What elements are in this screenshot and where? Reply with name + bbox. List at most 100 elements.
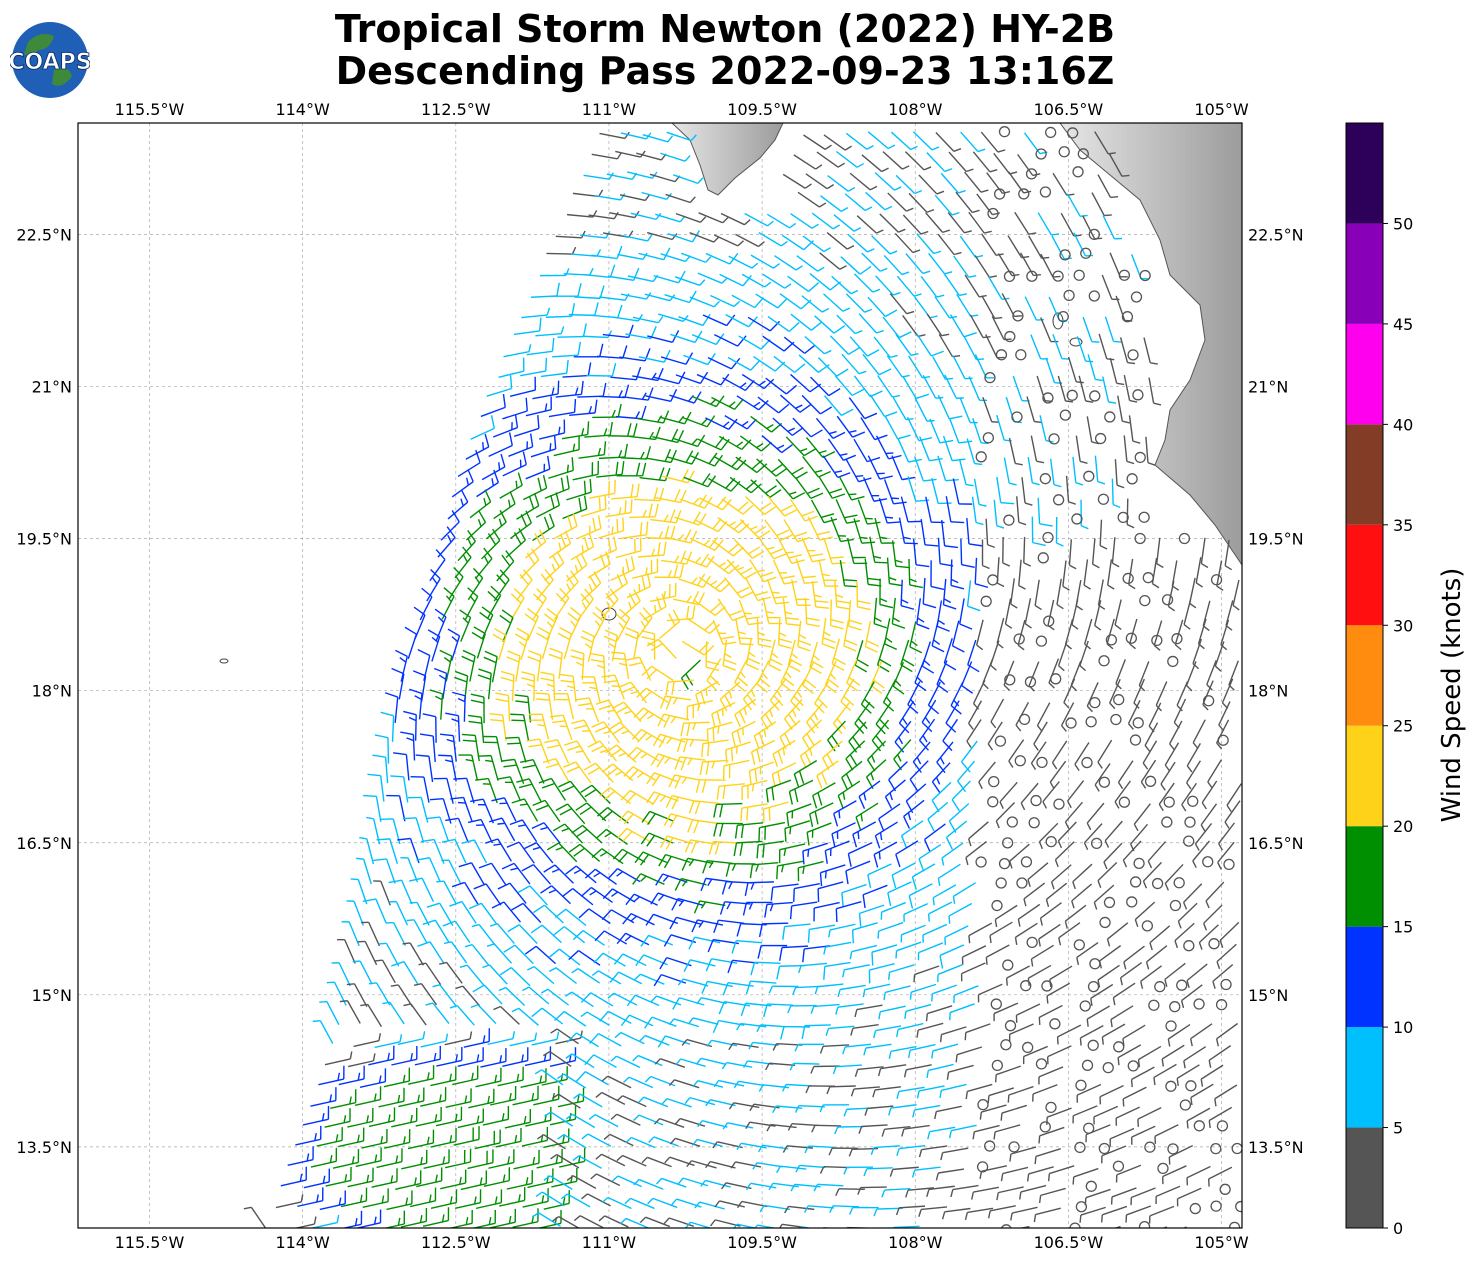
wind-barb: [445, 712, 461, 742]
wind-barb: [1049, 965, 1073, 988]
wind-barb: [937, 964, 963, 983]
wind-barb: [1186, 1165, 1211, 1186]
wind-barb: [675, 1058, 706, 1068]
wind-barb: [1118, 796, 1131, 808]
lon-tick-label-top: 114°W: [275, 100, 330, 119]
wind-barb: [869, 536, 889, 564]
wind-barb: [974, 354, 995, 379]
wind-barb: [1219, 921, 1240, 948]
wind-barb: [475, 777, 498, 804]
wind-barb: [870, 661, 885, 694]
wind-barb: [423, 1149, 450, 1170]
wind-barb: [442, 920, 471, 944]
wind-barb: [1185, 1080, 1197, 1092]
wind-barb: [1130, 291, 1143, 303]
wind-barb: [918, 1206, 948, 1217]
wind-barb: [939, 944, 965, 969]
wind-barb: [796, 255, 825, 272]
wind-barb: [663, 934, 697, 947]
wind-barb: [441, 838, 467, 864]
wind-barb: [728, 255, 759, 269]
wind-barb: [719, 681, 741, 712]
wind-barb: [934, 296, 958, 319]
wind-barb: [461, 839, 488, 864]
wind-barb: [445, 1088, 472, 1109]
wind-barb: [891, 455, 916, 481]
wind-barb: [580, 676, 601, 703]
wind-barb: [1057, 310, 1069, 323]
wind-barb: [835, 499, 860, 524]
wind-barb: [955, 1046, 983, 1063]
wind-barb: [552, 1216, 581, 1228]
wind-barb: [799, 739, 822, 769]
wind-barb: [415, 754, 434, 783]
wind-barb: [738, 599, 762, 626]
wind-barb: [368, 1045, 395, 1066]
wind-barb: [993, 1002, 1019, 1022]
wind-barb: [784, 820, 810, 842]
wind-barb: [427, 629, 441, 662]
wind-barb: [524, 945, 557, 965]
wind-barb: [1007, 235, 1030, 259]
wind-barb: [548, 948, 581, 966]
wind-barb: [520, 357, 548, 377]
wind-barb: [968, 922, 993, 944]
wind-barb: [591, 970, 622, 985]
wind-barb: [584, 868, 617, 885]
wind-barb: [610, 366, 642, 381]
wind-barb: [490, 1085, 517, 1106]
wind-barb: [1126, 473, 1138, 485]
wind-barb: [949, 1003, 975, 1021]
wind-barb: [816, 760, 839, 789]
wind-barb: [544, 1111, 574, 1127]
wind-barb: [1112, 1160, 1125, 1172]
wind-barb: [1094, 455, 1106, 485]
wind-barb: [416, 857, 441, 882]
wind-barb: [620, 789, 653, 805]
wind-barb: [436, 1047, 463, 1067]
wind-barb: [480, 528, 501, 560]
wind-barb: [831, 275, 859, 295]
wind-barb: [548, 647, 563, 679]
wind-barb: [777, 618, 793, 650]
wind-barb: [919, 436, 943, 462]
wind-barb: [483, 735, 503, 763]
wind-barb: [632, 1054, 663, 1067]
wind-barb: [1000, 1166, 1029, 1182]
wind-barb: [867, 455, 893, 480]
wind-barb: [1069, 1222, 1081, 1228]
wind-barb: [772, 739, 796, 767]
wind-barb: [527, 1168, 554, 1189]
wind-barb: [920, 275, 945, 298]
wind-barb: [1085, 1124, 1111, 1143]
wind-barb: [601, 1196, 632, 1210]
wind-barb: [1015, 1003, 1041, 1023]
wind-barb: [1102, 1062, 1114, 1074]
wind-barb: [1148, 377, 1162, 406]
wind-barb: [999, 781, 1018, 809]
lon-tick-label-bottom: 112.5°W: [421, 1233, 491, 1252]
wind-barb: [895, 941, 922, 959]
wind-barb: [361, 1129, 388, 1149]
wind-barb: [1097, 739, 1113, 769]
wind-barb: [1151, 634, 1163, 647]
wind-barb: [1102, 376, 1117, 404]
wind-barb: [1117, 1044, 1142, 1066]
wind-barb: [1045, 836, 1057, 848]
wind-barb: [540, 359, 569, 378]
wind-barb: [1193, 998, 1205, 1010]
lon-tick-label-bottom: 105°W: [1194, 1233, 1249, 1252]
wind-barb: [744, 881, 774, 896]
wind-barb: [371, 1168, 398, 1188]
wind-barb: [1020, 980, 1032, 992]
wind-barb: [815, 417, 846, 439]
wind-barb: [560, 1193, 591, 1208]
wind-barb: [1023, 536, 1031, 567]
wind-barb: [1105, 634, 1118, 646]
wind-barb: [546, 246, 577, 255]
wind-barb: [1153, 1063, 1177, 1086]
wind-barb: [936, 741, 954, 774]
colorbar-tick-label: 5: [1393, 1119, 1403, 1138]
wind-barb: [419, 733, 436, 762]
wind-barb: [950, 559, 965, 590]
